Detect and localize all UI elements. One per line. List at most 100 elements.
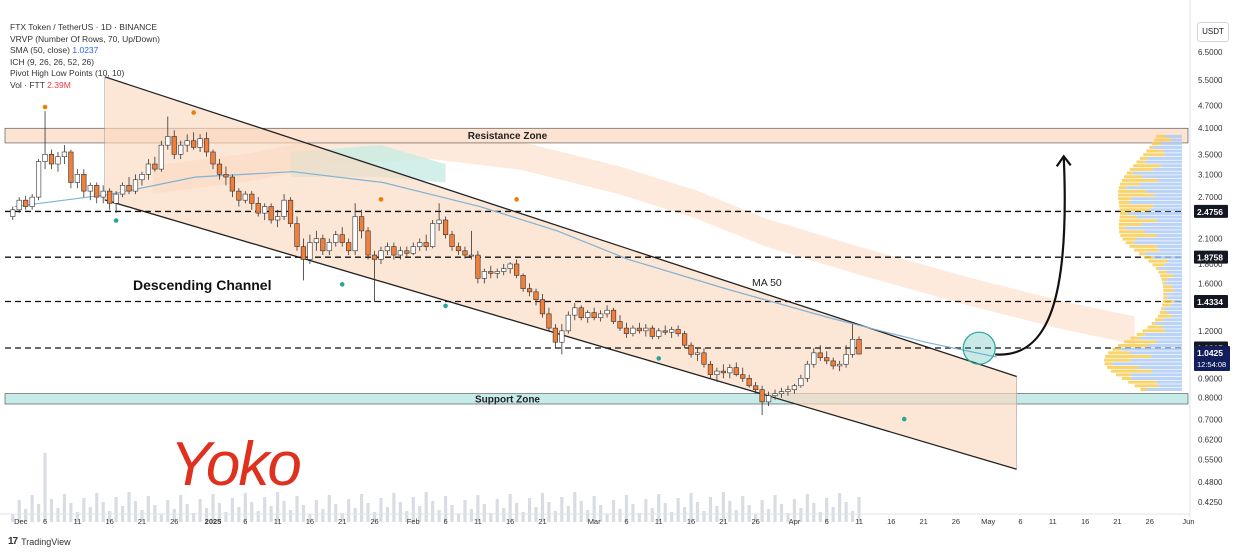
volume-bar — [411, 497, 415, 522]
sma-value: 1.0237 — [72, 45, 99, 55]
price-label-1.4334: 1.4334 — [1197, 297, 1223, 307]
symbol-title[interactable]: FTX Token / TetherUS · 1D · BINANCE — [10, 22, 158, 32]
volume-bar — [766, 509, 771, 522]
volume-profile-up — [1160, 274, 1174, 278]
descending-channel-label: Descending Channel — [133, 277, 271, 293]
candle-up — [772, 393, 778, 396]
candle-up — [184, 140, 190, 146]
volume-bar — [49, 499, 54, 522]
volume-profile-down — [1170, 138, 1182, 142]
volume-profile-up — [1119, 211, 1128, 215]
price-tick-1.8000: 1.8000 — [1198, 260, 1223, 269]
volume-bar — [586, 510, 590, 522]
volume-bar — [146, 496, 151, 522]
candle-up — [837, 363, 843, 367]
time-tick: 11 — [1049, 517, 1057, 526]
volume-profile-down — [1130, 373, 1182, 377]
candle-down — [546, 313, 552, 329]
candle-down — [623, 327, 630, 334]
volume-profile-up — [1139, 156, 1148, 160]
candle-down — [268, 206, 274, 221]
volume-bar — [75, 512, 79, 522]
volume-profile-down — [1138, 365, 1182, 369]
candle-up — [42, 154, 48, 162]
time-tick: Mar — [588, 517, 601, 526]
volume-bar — [250, 502, 254, 522]
time-tick: 2025 — [205, 517, 222, 526]
volume-bar — [689, 493, 693, 522]
volume-profile-down — [1147, 156, 1182, 160]
candle-up — [113, 193, 119, 204]
volume-profile-down — [1145, 252, 1182, 256]
candle-down — [236, 190, 242, 201]
time-tick: 16 — [887, 517, 895, 526]
volume-bar — [192, 513, 196, 522]
price-label-box — [1194, 204, 1228, 218]
volume-bar — [392, 493, 396, 522]
candle-down — [320, 238, 326, 252]
candle-down — [520, 275, 526, 289]
candle-down — [740, 374, 746, 379]
volume-bar — [30, 495, 34, 522]
volume-profile-down — [1120, 347, 1182, 351]
candle-up — [811, 352, 817, 365]
candle-down — [229, 176, 235, 192]
candle-down — [753, 385, 759, 390]
volume-profile-down — [1153, 204, 1182, 208]
volume-profile-down — [1145, 160, 1182, 164]
volume-bar — [327, 495, 331, 522]
price-tick-6.5000: 6.5000 — [1198, 48, 1223, 57]
volume-profile-down — [1166, 292, 1182, 296]
volume-profile-down — [1167, 310, 1182, 314]
volume-bar — [353, 508, 357, 522]
volume-profile-up — [1118, 200, 1130, 204]
volume-profile-down — [1151, 354, 1182, 358]
candle-down — [675, 329, 681, 334]
price-tick-4.7000: 4.7000 — [1198, 102, 1223, 111]
volume-profile-down — [1145, 332, 1182, 336]
currency-button[interactable]: USDT — [1197, 22, 1229, 42]
price-label-box — [1194, 250, 1228, 264]
volume-bar — [243, 493, 247, 522]
candle-down — [107, 190, 113, 204]
volume-bar — [754, 514, 758, 522]
volume-profile-up — [1140, 387, 1146, 391]
candle-down — [455, 246, 462, 252]
volume-profile-up — [1115, 373, 1131, 377]
time-tick: 21 — [138, 517, 146, 526]
time-tick: 6 — [43, 517, 47, 526]
volume-bar — [321, 509, 325, 522]
volume-bar — [204, 508, 209, 522]
volume-profile-up — [1118, 226, 1126, 230]
support-zone — [4, 393, 1189, 405]
candle-down — [191, 140, 197, 148]
volume-profile-down — [1129, 200, 1182, 204]
volume-bar — [372, 512, 377, 522]
forecast-arrow — [995, 156, 1066, 356]
volume-bar — [463, 500, 467, 522]
volume-profile-up — [1143, 255, 1154, 259]
candle-up — [35, 161, 42, 198]
volume-bar — [850, 511, 855, 522]
pivot-high-marker — [191, 110, 196, 115]
candle-up — [765, 395, 772, 403]
candle-down — [287, 199, 294, 224]
volume-profile-up — [1152, 263, 1165, 267]
candle-down — [223, 174, 229, 178]
volume-bar — [224, 512, 228, 522]
time-tick: 6 — [624, 517, 628, 526]
volume-bar — [334, 504, 338, 522]
volume-bar — [69, 503, 73, 522]
time-tick: Jun — [1182, 517, 1194, 526]
candle-down — [216, 163, 223, 175]
volume-profile-down — [1156, 244, 1182, 248]
volume-bar — [540, 493, 545, 522]
candle-up — [714, 370, 720, 375]
volume-bar — [786, 513, 790, 522]
volume-profile-up — [1118, 343, 1148, 347]
volume-bar — [792, 499, 797, 522]
candle-up — [10, 209, 16, 217]
volume-profile-up — [1151, 142, 1161, 146]
